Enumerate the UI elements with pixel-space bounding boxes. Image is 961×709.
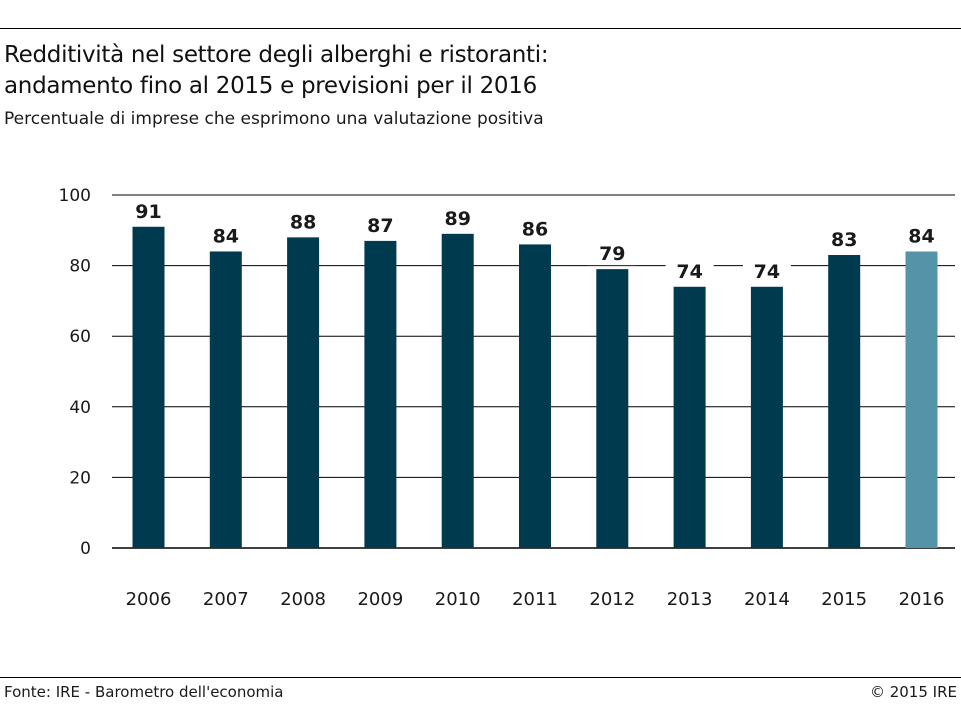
top-rule: [0, 28, 961, 29]
value-label-background: [665, 258, 714, 283]
value-label-background: [124, 198, 173, 223]
x-tick-label: 2010: [435, 589, 481, 610]
data-label: 87: [367, 215, 393, 237]
x-tick-label: 2006: [126, 589, 172, 610]
value-label-background: [356, 212, 405, 237]
data-label: 86: [522, 218, 548, 240]
x-tick-label: 2012: [589, 589, 635, 610]
x-tick-label: 2015: [821, 589, 867, 610]
bar: [596, 269, 629, 548]
x-tick-label: 2016: [899, 589, 945, 610]
bar: [750, 286, 783, 548]
bar: [673, 286, 706, 548]
chart-title-line-2: andamento fino al 2015 e previsioni per …: [4, 73, 537, 99]
bottom-rule: [0, 677, 961, 678]
x-tick-label: 2009: [357, 589, 403, 610]
bar: [364, 240, 397, 548]
y-tick-label: 60: [69, 327, 91, 347]
bar: [828, 255, 861, 548]
value-label-background: [742, 258, 791, 283]
chart-title-line-1: Redditività nel settore degli alberghi e…: [4, 42, 549, 68]
data-label: 88: [290, 211, 316, 233]
value-label-background: [433, 205, 482, 230]
data-label: 89: [444, 208, 470, 230]
copyright-note: © 2015 IRE: [869, 683, 957, 701]
chart-subtitle: Percentuale di imprese che esprimono una…: [4, 109, 544, 129]
bar: [132, 226, 165, 548]
bar-chart: 0 20 40 60 80 100 91 2006 84 2007 88 2008 87 2009 89 20…: [59, 186, 955, 610]
chart-title: Redditività nel settore degli alberghi e…: [4, 40, 904, 102]
bar: [441, 233, 474, 548]
y-tick-label: 100: [59, 186, 91, 206]
data-label: 83: [831, 229, 857, 251]
y-tick-label: 80: [69, 257, 91, 277]
data-label: 74: [754, 261, 780, 283]
x-tick-label: 2008: [280, 589, 326, 610]
value-label-background: [897, 223, 946, 248]
y-tick-label: 40: [69, 398, 91, 418]
source-note: Fonte: IRE - Barometro dell'economia: [4, 683, 284, 701]
bar: [209, 251, 242, 548]
value-label-background: [820, 227, 869, 252]
data-label: 74: [676, 261, 702, 283]
y-tick-label: 20: [69, 468, 91, 488]
value-label-background: [511, 216, 559, 241]
value-label-background: [588, 241, 637, 266]
value-label-background: [201, 223, 250, 248]
x-tick-label: 2007: [203, 589, 249, 610]
x-tick-label: 2013: [667, 589, 713, 610]
bar: [519, 244, 551, 549]
data-label: 84: [213, 225, 239, 247]
value-label-background: [279, 209, 328, 234]
x-tick-label: 2014: [744, 589, 790, 610]
data-label: 79: [599, 243, 625, 265]
data-label: 91: [135, 201, 161, 223]
data-label: 84: [908, 225, 934, 247]
y-tick-label: 0: [80, 539, 91, 559]
bar: [287, 237, 320, 549]
x-tick-label: 2011: [512, 589, 558, 610]
bar-forecast: [905, 251, 938, 548]
